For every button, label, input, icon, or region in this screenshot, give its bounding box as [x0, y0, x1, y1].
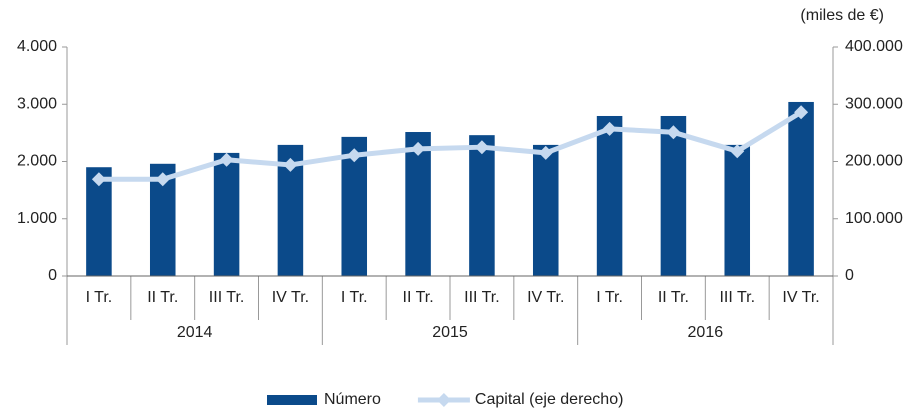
- bar: [596, 115, 623, 276]
- x-tick-label: IV Tr.: [527, 289, 564, 306]
- bar: [469, 135, 495, 276]
- bar: [724, 144, 751, 276]
- x-tick-label: IV Tr.: [782, 289, 819, 306]
- line-marker: [538, 145, 553, 160]
- x-tick-label: III Tr.: [464, 289, 500, 306]
- line-marker: [283, 157, 298, 172]
- y2-tick-label: 300.000: [845, 95, 903, 112]
- bar: [405, 132, 431, 276]
- legend-label: Número: [324, 391, 381, 408]
- bar: [213, 152, 240, 276]
- y-tick-label: 1.000: [17, 210, 57, 227]
- legend-label: Capital (eje derecho): [475, 391, 624, 408]
- x-tick-label: III Tr.: [719, 289, 755, 306]
- bar: [788, 101, 814, 277]
- group-label: 2015: [432, 324, 468, 341]
- y-tick-label: 0: [48, 267, 57, 284]
- group-label: 2016: [688, 324, 724, 341]
- x-tick-label: I Tr.: [86, 289, 113, 306]
- x-tick-label: II Tr.: [403, 289, 434, 306]
- bar: [660, 115, 687, 276]
- y-tick-label: 3.000: [17, 95, 57, 112]
- line-marker: [347, 148, 362, 163]
- line-marker: [411, 141, 426, 156]
- line-marker: [219, 152, 234, 167]
- x-tick-label: III Tr.: [209, 289, 245, 306]
- x-tick-label: I Tr.: [341, 289, 368, 306]
- line-marker: [794, 105, 809, 120]
- x-tick-label: II Tr.: [658, 289, 689, 306]
- y2-tick-label: 400.000: [845, 38, 903, 55]
- y-tick-label: 2.000: [17, 153, 57, 170]
- line-marker: [730, 144, 745, 159]
- y-tick-label: 4.000: [17, 38, 57, 55]
- y2-tick-label: 200.000: [845, 153, 903, 170]
- line-marker: [155, 172, 170, 187]
- x-tick-label: I Tr.: [596, 289, 623, 306]
- legend-swatch: [267, 395, 317, 405]
- y2-tick-label: 0: [845, 267, 854, 284]
- line-marker: [91, 172, 106, 187]
- x-tick-label: IV Tr.: [272, 289, 309, 306]
- line-marker: [602, 121, 617, 136]
- bar: [532, 144, 559, 276]
- y2-tick-label: 100.000: [845, 210, 903, 227]
- legend-marker: [436, 393, 451, 407]
- line: [98, 110, 803, 182]
- unit-label: (miles de €): [800, 7, 884, 24]
- group-label: 2014: [177, 324, 213, 341]
- x-tick-label: II Tr.: [147, 289, 178, 306]
- line-marker: [474, 140, 489, 155]
- line-marker: [666, 125, 681, 140]
